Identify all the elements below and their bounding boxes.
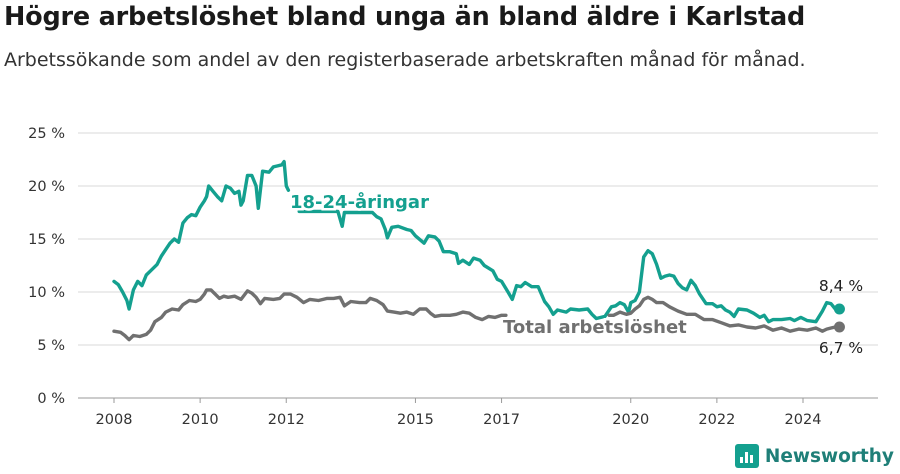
y-tick-label: 5 % (37, 338, 65, 354)
youth-end-dot (833, 303, 845, 315)
y-tick-label: 15 % (28, 232, 65, 248)
x-tick-label: 2010 (182, 412, 219, 428)
y-tick-label: 10 % (28, 285, 65, 301)
total-end-dot (833, 321, 845, 333)
total-end-value-label: 6,7 % (819, 339, 863, 357)
chart-title: Högre arbetslöshet bland unga än bland ä… (4, 2, 806, 32)
x-tick-label: 2017 (483, 412, 520, 428)
youth-series-line (112, 159, 291, 311)
x-tick-label: 2015 (397, 412, 434, 428)
newsworthy-logo-icon (734, 444, 759, 468)
x-tick-label: 2020 (612, 412, 649, 428)
total-series-line (112, 288, 508, 342)
youth-end-value-label: 8,4 % (819, 277, 863, 295)
x-tick-label: 2024 (785, 412, 822, 428)
chart-subtitle: Arbetssökande som andel av den registerb… (4, 49, 806, 71)
total-series-line (607, 295, 840, 333)
brand-name: Newsworthy (764, 445, 894, 467)
y-tick-label: 20 % (28, 179, 65, 195)
total-series-label: Total arbetslöshet (503, 317, 687, 338)
y-tick-label: 0 % (37, 391, 65, 407)
x-tick-label: 2012 (268, 412, 305, 428)
x-tick-label: 2022 (698, 412, 735, 428)
youth-series-line (297, 209, 840, 324)
brand: Newsworthy (734, 444, 894, 468)
youth-series-label: 18-24-åringar (290, 191, 429, 213)
y-tick-label: 25 % (28, 126, 65, 142)
x-tick-label: 2008 (96, 412, 133, 428)
